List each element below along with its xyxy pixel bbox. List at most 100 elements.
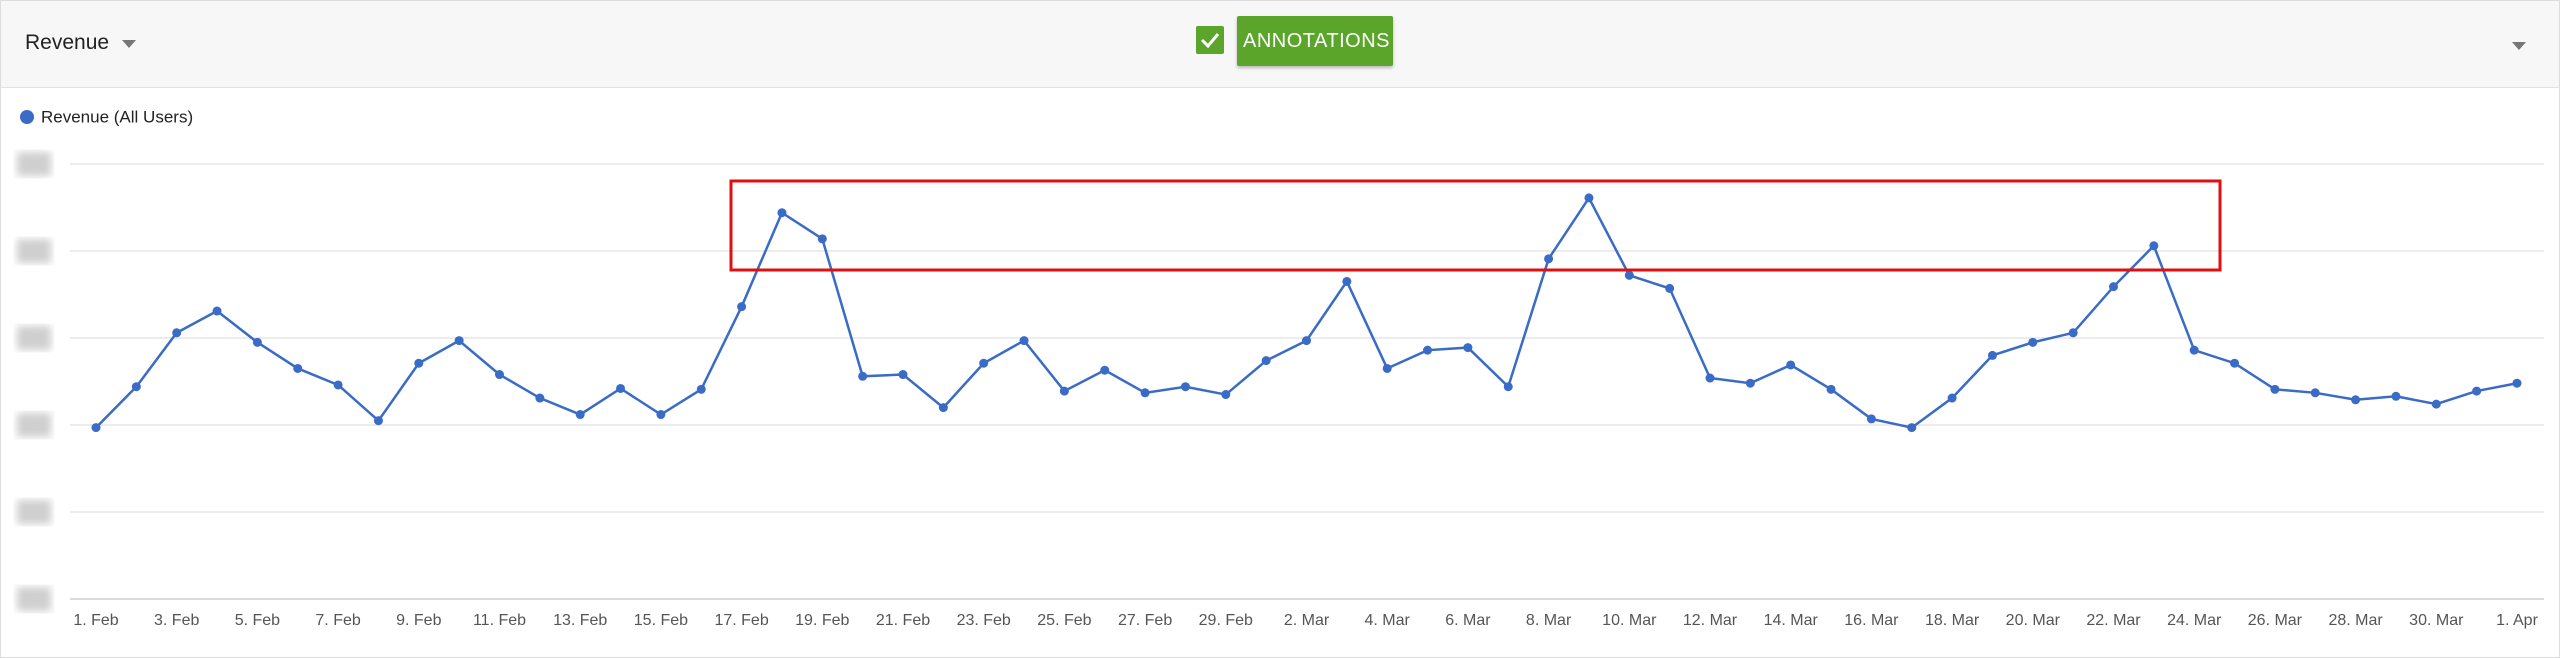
data-point [1866,414,1876,424]
data-point [1302,336,1311,346]
data-point [172,328,182,338]
data-point [616,383,626,393]
x-tick-label: 21. Feb [876,612,930,629]
x-tick-label: 28. Mar [2328,612,2383,629]
blurred-y-label [17,413,51,437]
data-point [777,208,787,218]
data-point [1463,343,1473,353]
x-tick-label: 11. Feb [473,612,526,629]
blurred-y-label [17,500,51,524]
data-point [2149,241,2159,251]
x-tick-label: 3. Feb [154,612,199,629]
data-point [898,370,908,380]
x-tick-label: 24. Mar [2167,612,2222,629]
x-tick-label: 15. Feb [634,612,688,629]
panel-caret[interactable] [2511,41,2527,51]
metric-dropdown[interactable]: Revenue [25,31,110,54]
annotations-button[interactable]: ANNOTATIONS [1237,16,1393,66]
blurred-y-label [17,587,51,611]
data-point [817,234,827,244]
annotations-checkbox[interactable] [1196,26,1224,54]
x-tick-label: 9. Feb [396,612,441,629]
series-line [95,195,2518,429]
toolbar: Revenue ANNOTATIONS [1,1,2559,88]
data-point [2351,395,2361,405]
annotation-box [729,179,2222,272]
data-point [2189,345,2199,355]
data-point [91,423,101,433]
data-point [1544,254,1554,264]
x-tick-label: 2. Mar [1284,612,1330,629]
data-point [1987,350,1997,360]
data-point [2472,386,2482,396]
x-tick-label: 14. Mar [1764,612,1819,629]
data-point [212,306,222,316]
x-tick-label: 26. Mar [2248,612,2303,629]
x-tick-label: 20. Mar [2006,612,2061,629]
data-point [2230,358,2240,368]
data-point [2028,337,2038,347]
chart: 1. Feb 3. Feb 5. Feb 7. Feb 9. Feb 11. Feb 13.… [17,107,2544,629]
data-point [1705,373,1715,383]
data-point [1665,283,1675,293]
data-point [656,410,666,420]
x-tick-label: 6. Mar [1445,612,1491,629]
data-point [1947,393,1957,403]
x-tick-label: 10. Mar [1602,612,1657,629]
x-tick-label: 27. Feb [1118,612,1172,629]
data-point [1100,365,1110,375]
data-point [1624,270,1634,280]
data-point [1423,345,1433,355]
blurred-y-label [17,152,51,176]
data-point [938,403,948,413]
data-point [1503,382,1513,392]
data-point [1745,378,1755,388]
data-point [293,363,303,373]
x-tick-label: 1. Apr [2496,612,2538,629]
data-point [979,358,989,368]
data-point [495,370,504,380]
data-point [575,410,585,420]
data-point [858,371,868,381]
dropdown-caret[interactable] [121,39,137,49]
x-tick-label: 22. Mar [2086,612,2141,629]
x-tick-label: 16. Mar [1844,612,1899,629]
x-tick-label: 29. Feb [1199,612,1253,629]
data-point [1382,363,1392,373]
data-point [1342,276,1352,286]
data-point [1221,390,1231,400]
data-point [1140,388,1150,398]
data-point [2391,391,2401,401]
data-point [2310,388,2320,398]
x-tick-label: 19. Feb [795,612,849,629]
data-point [333,380,343,390]
data-point [454,336,464,346]
data-point [131,382,141,392]
data-point [1907,423,1917,433]
x-tick-label: 18. Mar [1925,612,1980,629]
x-tick-label: 12. Mar [1683,612,1738,629]
data-point [2431,399,2441,409]
data-point [737,302,747,312]
legend-marker [20,110,34,124]
blurred-y-label [17,326,51,350]
x-tick-label: 8. Mar [1526,612,1572,629]
x-tick-label: 30. Mar [2409,612,2464,629]
x-tick-label: 13. Feb [553,612,607,629]
data-point [1019,336,1029,346]
data-point [2512,378,2522,388]
x-tick-label: 25. Feb [1037,612,1091,629]
data-point [2068,328,2078,338]
data-point [1059,386,1069,396]
data-point [1584,193,1594,203]
blurred-y-label [17,239,51,263]
legend-label: Revenue (All Users) [41,107,193,126]
x-tick-label: 4. Mar [1365,612,1411,629]
data-point [252,337,262,347]
data-point [2270,384,2280,394]
data-point [696,384,706,394]
data-point [2109,282,2118,292]
x-tick-label: 5. Feb [235,612,280,629]
x-tick-label: 23. Feb [957,612,1011,629]
